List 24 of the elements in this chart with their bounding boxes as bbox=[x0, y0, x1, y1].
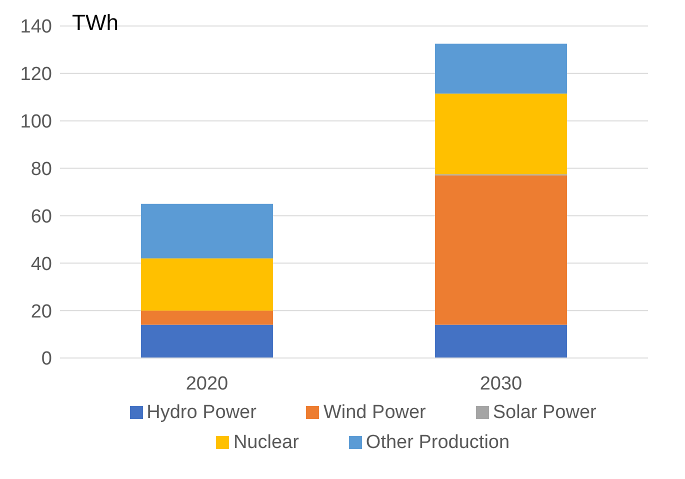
y-tick-label: 0 bbox=[41, 348, 52, 370]
x-tick-label: 2020 bbox=[186, 373, 228, 394]
legend-label: Wind Power bbox=[323, 402, 426, 423]
y-tick-label: 20 bbox=[30, 301, 52, 322]
bar bbox=[141, 258, 273, 311]
bar bbox=[141, 324, 273, 358]
bar bbox=[435, 44, 567, 94]
y-axis-title: TWh bbox=[72, 10, 118, 36]
bar bbox=[141, 310, 273, 325]
legend-label: Solar Power bbox=[492, 402, 596, 423]
y-tick-label: 40 bbox=[30, 254, 52, 275]
legend-label: Nuclear bbox=[233, 432, 299, 453]
y-tick-label: 60 bbox=[30, 206, 52, 228]
x-tick-label: 2030 bbox=[480, 373, 522, 394]
y-tick-label: 120 bbox=[20, 64, 52, 86]
y-tick-label: 140 bbox=[20, 16, 52, 38]
legend-label: Hydro Power bbox=[146, 402, 256, 423]
bar bbox=[435, 94, 567, 174]
y-tick-label: 100 bbox=[20, 112, 52, 133]
legend-label: Other Production bbox=[366, 432, 510, 453]
bar bbox=[435, 175, 567, 325]
bar bbox=[435, 324, 567, 358]
y-tick-label: 80 bbox=[30, 159, 52, 180]
bar bbox=[141, 204, 273, 258]
